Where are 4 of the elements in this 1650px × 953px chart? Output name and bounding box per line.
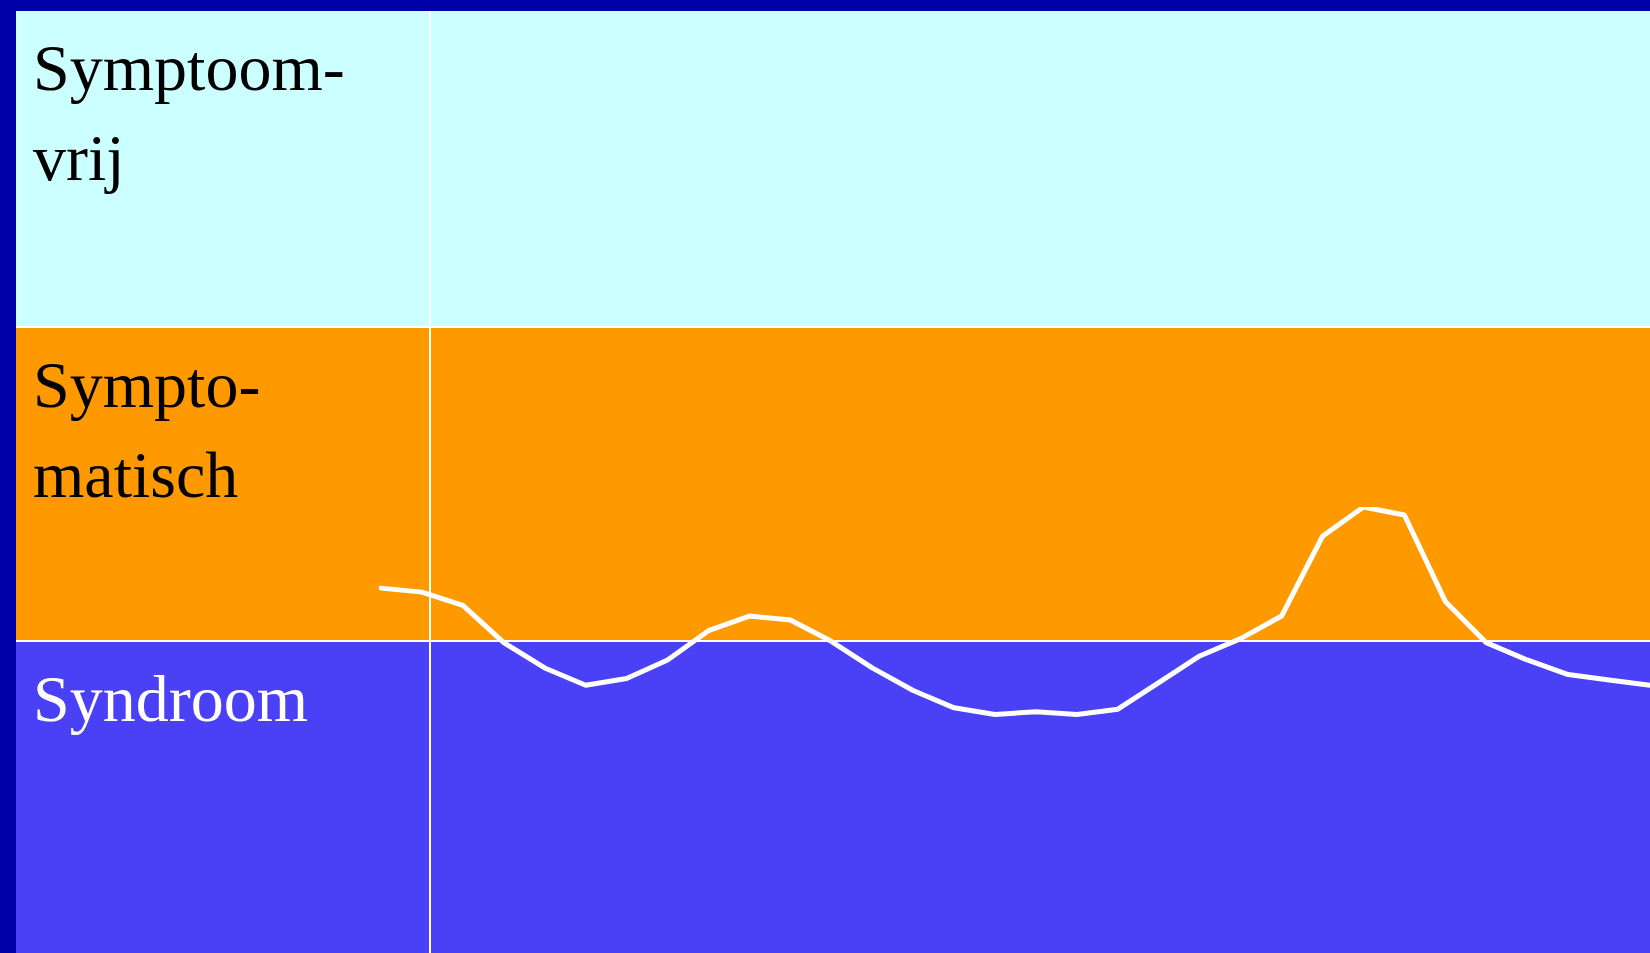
zone-panel: Sympto- matisch: [16, 326, 1650, 640]
zone-panel: Symptoom- vrij: [16, 11, 1650, 326]
zone-panel: Syndroom: [16, 640, 1650, 953]
text: Sympto- matisch: [33, 347, 261, 513]
